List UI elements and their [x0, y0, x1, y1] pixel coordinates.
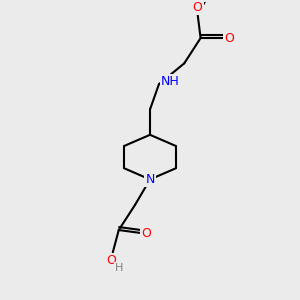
- Text: O: O: [142, 226, 152, 239]
- Text: NH: NH: [161, 75, 180, 88]
- Text: O: O: [193, 1, 202, 14]
- Text: H: H: [115, 263, 124, 273]
- Text: O: O: [106, 254, 116, 267]
- Text: O: O: [224, 32, 234, 45]
- Text: N: N: [145, 173, 155, 186]
